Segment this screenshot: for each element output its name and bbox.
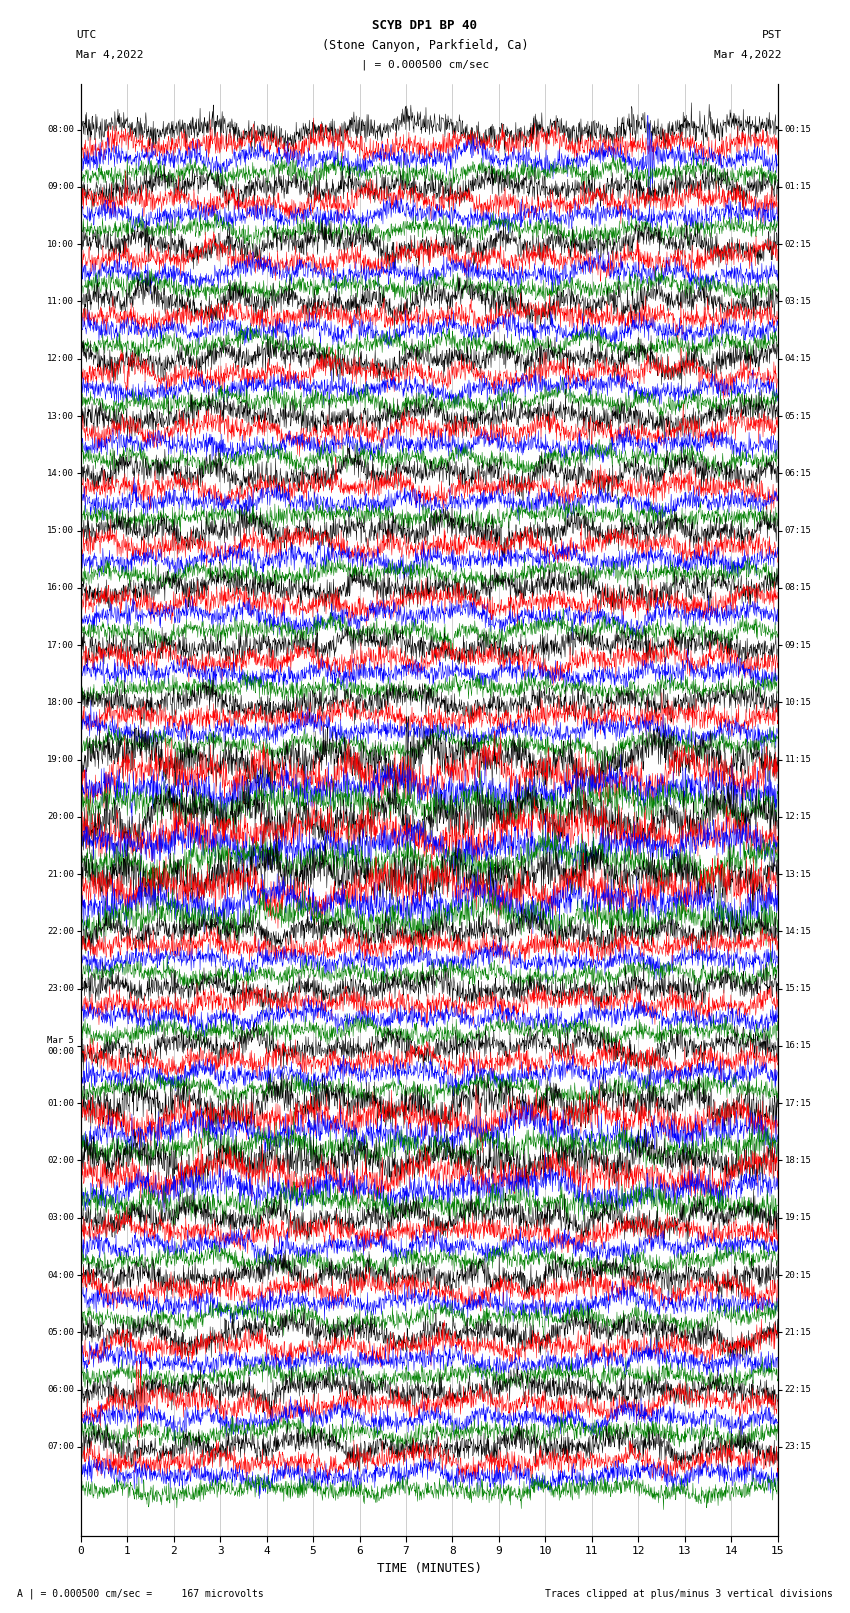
Text: A | = 0.000500 cm/sec =     167 microvolts: A | = 0.000500 cm/sec = 167 microvolts	[17, 1589, 264, 1598]
Text: Mar 4,2022: Mar 4,2022	[76, 50, 144, 60]
Text: PST: PST	[762, 31, 782, 40]
Text: (Stone Canyon, Parkfield, Ca): (Stone Canyon, Parkfield, Ca)	[321, 39, 529, 52]
Text: | = 0.000500 cm/sec: | = 0.000500 cm/sec	[361, 60, 489, 69]
Text: UTC: UTC	[76, 31, 97, 40]
Text: Traces clipped at plus/minus 3 vertical divisions: Traces clipped at plus/minus 3 vertical …	[545, 1589, 833, 1598]
Text: SCYB DP1 BP 40: SCYB DP1 BP 40	[372, 19, 478, 32]
Text: Mar 4,2022: Mar 4,2022	[715, 50, 782, 60]
X-axis label: TIME (MINUTES): TIME (MINUTES)	[377, 1561, 482, 1574]
